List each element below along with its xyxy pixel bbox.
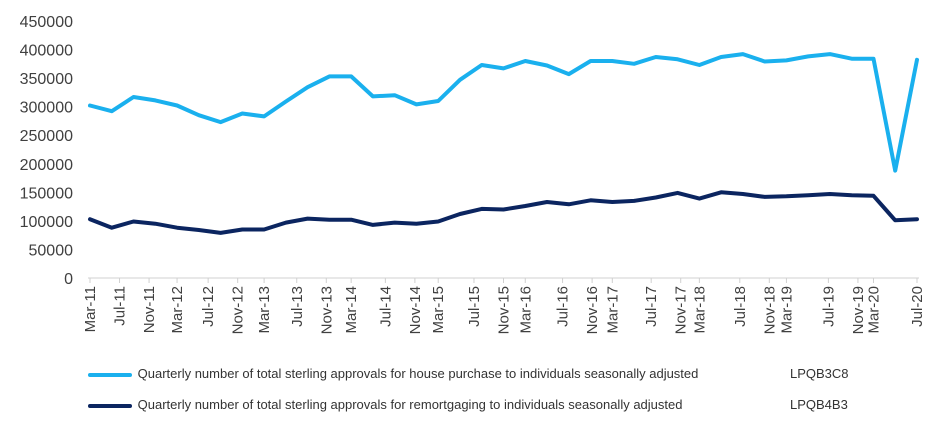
legend-code-remortgaging: LPQB4B3 — [790, 397, 848, 412]
x-tick-label: Mar-11 — [82, 286, 99, 332]
x-tick-label: Nov-11 — [141, 286, 158, 333]
x-tick-label: Jul-11 — [112, 286, 129, 326]
x-tick-label: Nov-19 — [850, 286, 867, 334]
legend-item-house-purchase: Quarterly number of total sterling appro… — [88, 366, 849, 381]
x-tick-label: Nov-15 — [496, 286, 513, 334]
series-lines — [88, 52, 919, 235]
x-tick-label: Jul-14 — [377, 286, 394, 327]
x-tick-label: Nov-13 — [318, 286, 335, 334]
y-tick-label: 200000 — [20, 157, 73, 174]
x-tick-label: Mar-14 — [343, 286, 360, 334]
y-tick-label: 0 — [64, 271, 73, 288]
x-tick-label: Jul-17 — [643, 286, 660, 327]
x-tick-label: Jul-18 — [732, 286, 749, 327]
x-tick-label: Mar-18 — [691, 286, 708, 334]
series-line-remortgaging — [88, 190, 919, 235]
x-tick-label: Mar-16 — [517, 286, 534, 334]
x-tick-label: Mar-12 — [169, 286, 186, 334]
x-tick-label: Mar-17 — [604, 286, 621, 334]
legend-label-remortgaging: Quarterly number of total sterling appro… — [137, 397, 683, 412]
legend-item-remortgaging: Quarterly number of total sterling appro… — [88, 397, 848, 412]
x-tick-label: Mar-13 — [256, 286, 273, 334]
y-tick-label: 450000 — [20, 14, 73, 31]
line-chart: 0 50000 100000 150000 200000 250000 300000 3500… — [20, 14, 926, 334]
y-tick-label: 400000 — [20, 43, 73, 60]
y-tick-label: 100000 — [20, 214, 73, 231]
legend-swatch-remortgaging — [88, 403, 132, 408]
x-tick-label: Mar-15 — [430, 286, 447, 334]
y-tick-label: 150000 — [20, 185, 73, 202]
x-tick-label: Nov-14 — [407, 286, 424, 334]
y-axis-labels: 0 50000 100000 150000 200000 250000 300000 3500… — [20, 14, 73, 288]
x-tick-label: Nov-18 — [761, 286, 778, 334]
x-tick-label: Jul-20 — [909, 286, 926, 327]
x-tick-label: Jul-15 — [466, 286, 483, 327]
legend-swatch-house-purchase — [88, 372, 132, 377]
x-tick-label: Jul-12 — [200, 286, 217, 327]
y-tick-label: 350000 — [20, 71, 73, 88]
x-tick-label: Jul-19 — [820, 286, 837, 327]
x-tick-label: Nov-16 — [584, 286, 601, 334]
y-tick-label: 300000 — [20, 100, 73, 117]
x-tick-label: Nov-12 — [230, 286, 247, 334]
series-line-house-purchase — [88, 52, 919, 173]
x-tick-label: Jul-13 — [289, 286, 306, 327]
y-tick-label: 250000 — [20, 128, 73, 145]
x-tick-label: Mar-20 — [865, 286, 882, 334]
x-axis: Mar-11 Jul-11 Nov-11 Mar-12 Jul-12 Nov-12 Mar-… — [82, 277, 926, 334]
x-tick-label: Nov-17 — [673, 286, 690, 334]
y-tick-label: 50000 — [29, 242, 74, 259]
x-tick-label: Jul-16 — [555, 286, 572, 327]
legend-code-house-purchase: LPQB3C8 — [790, 366, 849, 381]
legend-label-house-purchase: Quarterly number of total sterling appro… — [137, 366, 699, 381]
x-tick-label: Mar-19 — [778, 286, 795, 334]
